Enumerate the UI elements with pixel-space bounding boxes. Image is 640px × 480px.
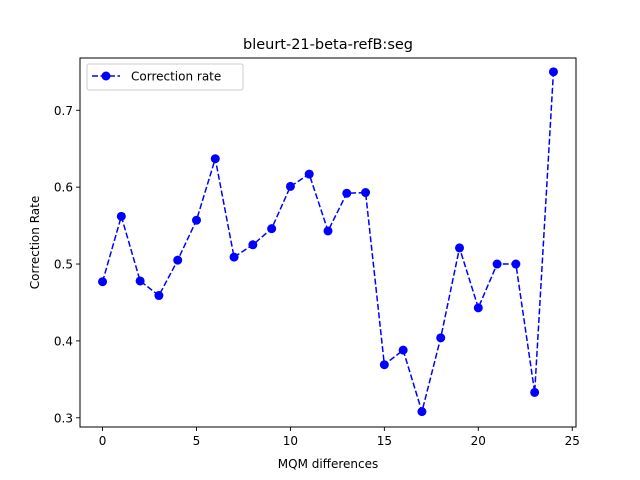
data-point — [417, 407, 427, 417]
data-point — [361, 188, 371, 198]
data-point — [398, 345, 408, 355]
data-point — [285, 181, 295, 191]
series-layer — [98, 67, 558, 417]
x-axis: 0 5 10 15 20 25 — [99, 427, 580, 448]
y-tick-label: 0.7 — [54, 104, 73, 118]
data-point — [436, 333, 446, 343]
data-point — [473, 303, 483, 313]
data-point — [492, 259, 502, 269]
x-tick-label: 15 — [377, 434, 392, 448]
y-tick-label: 0.3 — [54, 411, 73, 425]
legend: Correction rate — [86, 63, 244, 91]
x-axis-label: MQM differences — [278, 457, 378, 471]
x-tick-label: 25 — [565, 434, 580, 448]
data-point — [210, 154, 220, 164]
chart-title: bleurt-21-beta-refB:seg — [243, 37, 413, 53]
data-point — [173, 255, 183, 265]
data-point — [135, 276, 145, 286]
data-point — [379, 360, 389, 370]
data-point — [342, 188, 352, 198]
data-point — [98, 277, 108, 287]
data-point — [530, 387, 540, 397]
plot-area: 0 5 10 15 20 25 0.3 0.4 0.5 0.6 0.7 — [54, 57, 580, 448]
y-axis-label: Correction Rate — [28, 196, 42, 289]
plot-frame — [79, 57, 577, 428]
data-point — [154, 291, 164, 301]
data-point — [511, 259, 521, 269]
data-point — [323, 226, 333, 236]
x-tick-label: 10 — [283, 434, 298, 448]
data-point — [191, 215, 201, 225]
data-point — [304, 169, 314, 179]
x-tick-label: 20 — [471, 434, 486, 448]
y-axis: 0.3 0.4 0.5 0.6 0.7 — [54, 104, 80, 425]
y-tick-label: 0.5 — [54, 258, 73, 272]
y-tick-label: 0.4 — [54, 334, 73, 348]
y-tick-label: 0.6 — [54, 181, 73, 195]
data-point — [116, 211, 126, 221]
x-tick-label: 0 — [99, 434, 107, 448]
data-point — [229, 252, 239, 262]
data-point — [548, 67, 558, 77]
legend-marker-sample — [101, 71, 111, 81]
data-point — [248, 240, 258, 250]
data-point — [267, 224, 277, 234]
data-point — [455, 243, 465, 253]
legend-label: Correction rate — [131, 70, 221, 84]
legend-box — [86, 63, 244, 91]
x-tick-label: 5 — [193, 434, 201, 448]
